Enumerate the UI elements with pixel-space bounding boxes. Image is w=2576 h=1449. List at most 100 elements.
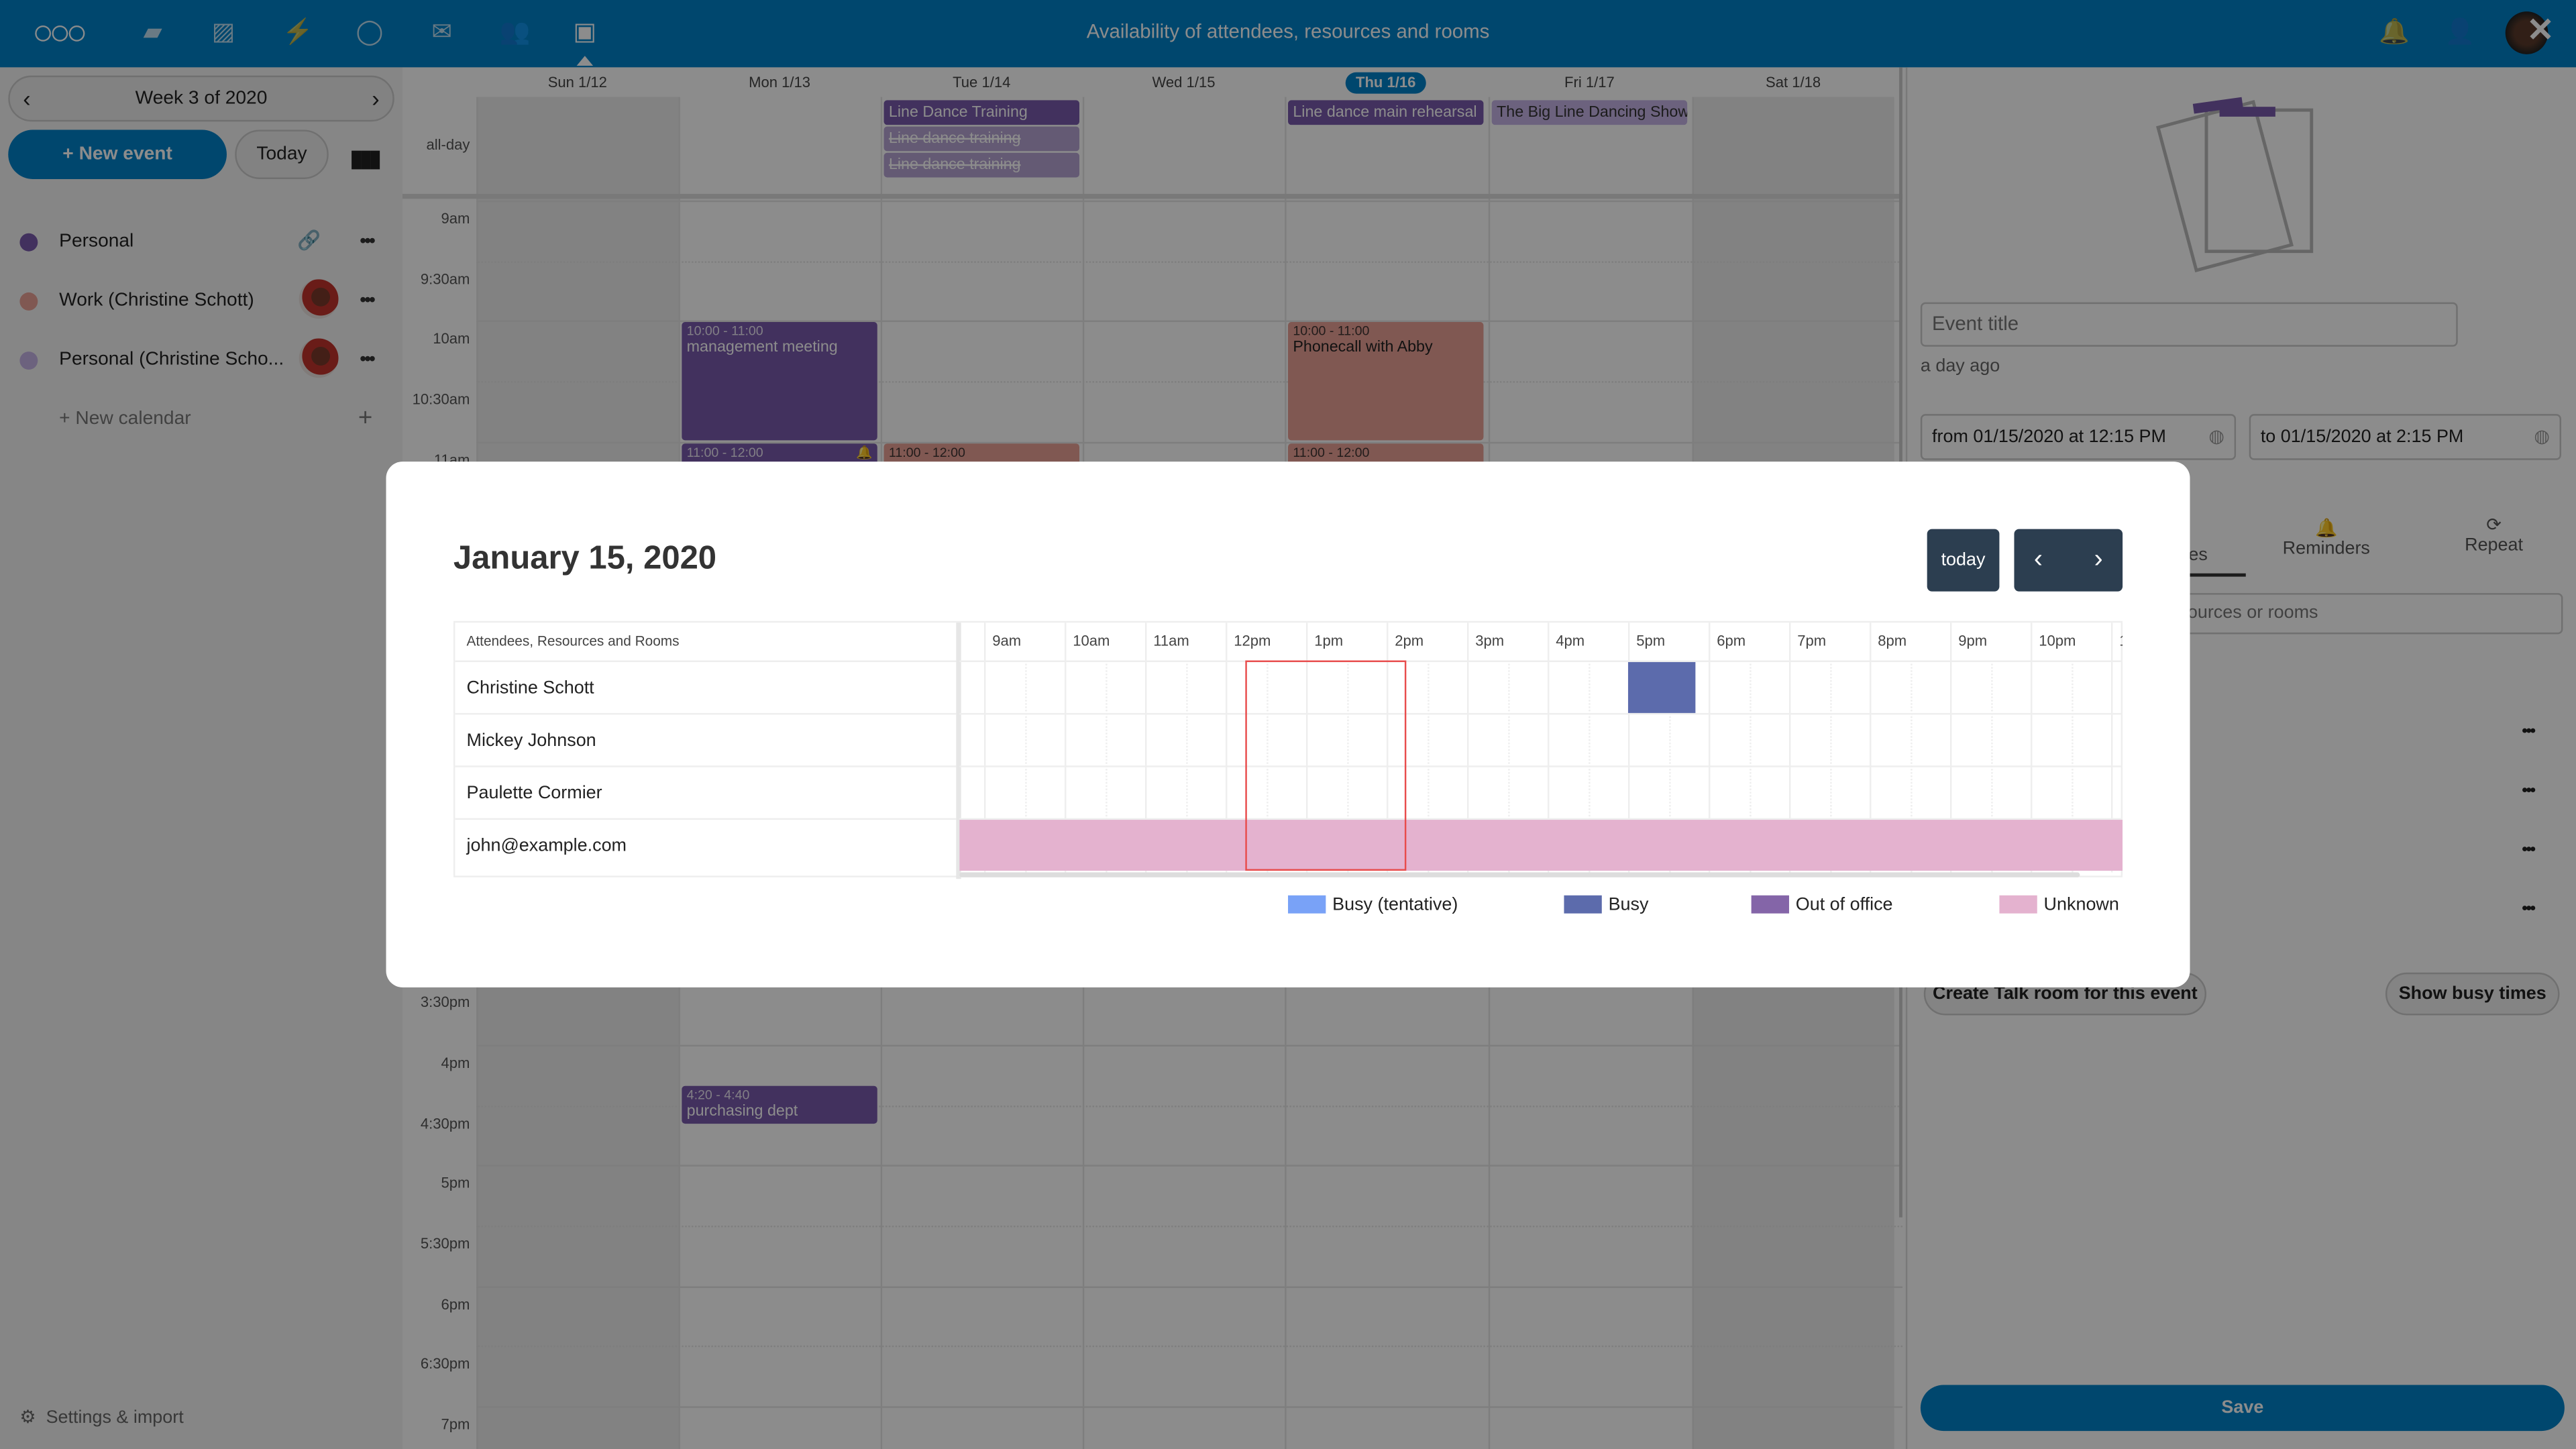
more-icon[interactable]: •••	[360, 290, 375, 311]
time-label: 4pm	[441, 1054, 470, 1071]
view-switch-icon[interactable]: ▮▮▮	[350, 144, 382, 171]
attendee-more-icon[interactable]: •••	[2522, 900, 2536, 918]
event-title: Phonecall with Abby	[1293, 339, 1433, 358]
user-avatar[interactable]	[2505, 11, 2548, 54]
contacts-menu-icon[interactable]: 👤	[2445, 17, 2475, 46]
hour-gridline	[1788, 623, 1791, 873]
time-gridline	[476, 200, 1902, 203]
close-icon[interactable]: ✕	[2526, 13, 2555, 50]
hour-label: 10am	[1073, 632, 1110, 649]
new-event-button[interactable]: + New event	[8, 129, 227, 179]
time-gridline	[476, 321, 1902, 323]
day-header[interactable]: Thu 1/16	[1285, 67, 1487, 97]
attendee-more-icon[interactable]: •••	[2522, 841, 2536, 859]
event-title: purchasing dept	[686, 1102, 798, 1121]
allday-event[interactable]: Line dance training	[883, 152, 1079, 178]
gear-icon: ⚙	[19, 1407, 36, 1428]
time-gridline	[476, 381, 1902, 383]
show-busy-times-button[interactable]: Show busy times	[2385, 972, 2560, 1016]
time-gridline	[476, 260, 1902, 263]
more-icon[interactable]: •••	[360, 350, 375, 370]
today-button[interactable]: today	[1927, 529, 2000, 592]
allday-event[interactable]: Line dance training	[883, 126, 1079, 152]
mail-icon[interactable]: ✉	[431, 17, 453, 46]
allday-event[interactable]: The Big Line Dancing Show	[1491, 100, 1688, 125]
day-header[interactable]: Tue 1/14	[953, 74, 1011, 91]
legend-swatch	[1564, 895, 1602, 914]
time-label: 5pm	[441, 1175, 470, 1191]
calendar-event[interactable]: 10:00 - 11:00 management meeting	[682, 322, 877, 440]
hour-label: 8pm	[1878, 632, 1907, 649]
horizontal-scrollbar[interactable]	[959, 872, 2080, 877]
time-label: 4:30pm	[420, 1114, 470, 1132]
hour-label: 12pm	[1234, 632, 1271, 649]
prev-week-icon[interactable]: ‹	[23, 85, 31, 112]
attendee-more-icon[interactable]: •••	[2522, 782, 2536, 800]
week-label[interactable]: Week 3 of 2020	[135, 89, 268, 109]
legend-swatch	[1288, 895, 1326, 914]
files-icon[interactable]: ▰	[143, 17, 162, 46]
legend-label: Unknown	[2043, 895, 2119, 916]
end-datetime-input[interactable]: to 01/15/2020 at 2:15 PM ◍	[2249, 414, 2561, 460]
notifications-icon[interactable]: 🔔	[2379, 17, 2410, 46]
busy-block	[1627, 661, 1695, 713]
more-icon[interactable]: •••	[360, 231, 375, 252]
legend-label: Out of office	[1795, 895, 1893, 916]
modal-date-title: January 15, 2020	[453, 540, 717, 577]
today-button[interactable]: Today	[235, 129, 329, 179]
time-gridline	[476, 1285, 1902, 1288]
settings-label: Settings & import	[46, 1407, 184, 1428]
calendar-event[interactable]: 10:00 - 11:00 Phonecall with Abby	[1288, 322, 1484, 440]
timezone-globe-icon[interactable]: ◍	[2208, 427, 2224, 447]
attendee-more-icon[interactable]: •••	[2522, 722, 2536, 741]
next-day-button[interactable]: ›	[2094, 545, 2103, 574]
photos-icon[interactable]: ▨	[211, 17, 235, 46]
day-header[interactable]: Mon 1/13	[749, 74, 811, 91]
calendar-item-personal-shared[interactable]: Personal (Christine Scho... •••	[19, 338, 389, 378]
share-link-icon[interactable]: 🔗	[297, 231, 321, 252]
plus-icon[interactable]: +	[358, 404, 373, 433]
calendar-item-personal[interactable]: Personal 🔗 •••	[19, 223, 389, 260]
event-title-input[interactable]: Event title	[1920, 302, 2458, 347]
hour-gridline	[983, 623, 986, 873]
unknown-block	[959, 820, 2123, 871]
time-label: 5:30pm	[420, 1235, 470, 1252]
start-datetime-input[interactable]: from 01/15/2020 at 12:15 PM ◍	[1920, 414, 2237, 460]
tab-reminders[interactable]: 🔔 Reminders	[2261, 517, 2392, 559]
hour-gridline	[1949, 623, 1952, 873]
date-nav: ‹ ›	[2014, 529, 2123, 592]
selected-time-range[interactable]	[1245, 660, 1407, 871]
column-resizer[interactable]	[956, 623, 961, 879]
calendar-icon[interactable]: ▣	[573, 17, 597, 46]
day-header[interactable]: Wed 1/15	[1152, 74, 1216, 91]
timezone-globe-icon[interactable]: ◍	[2534, 427, 2550, 447]
activity-icon[interactable]: ⚡	[282, 17, 313, 46]
next-week-icon[interactable]: ›	[372, 85, 380, 112]
day-header[interactable]: Fri 1/17	[1564, 74, 1615, 91]
hour-label: 9am	[992, 632, 1022, 649]
calendar-event[interactable]: 4:20 - 4:40 purchasing dept	[682, 1086, 877, 1124]
save-button[interactable]: Save	[1920, 1385, 2565, 1432]
tab-repeat[interactable]: ⟳ Repeat	[2428, 515, 2560, 555]
prev-day-button[interactable]: ‹	[2033, 545, 2043, 574]
settings-button[interactable]: ⚙ Settings & import	[19, 1406, 183, 1428]
day-header[interactable]: Sat 1/18	[1766, 74, 1821, 91]
allday-event[interactable]: Line dance main rehearsal	[1288, 100, 1484, 125]
hour-gridline	[1144, 623, 1147, 873]
row-divider	[959, 660, 2123, 662]
new-calendar-button[interactable]: + New calendar +	[19, 401, 389, 437]
hour-gridline	[1305, 623, 1308, 873]
allday-event[interactable]: Line Dance Training	[883, 100, 1079, 125]
talk-icon[interactable]: ◯	[356, 17, 384, 46]
legend-label: Busy	[1608, 895, 1649, 916]
timeline[interactable]: 9am 10am 11am 12pm 1pm 2pm 3pm 4pm 5pm 6pm 7pm 8pm 9…	[959, 623, 2123, 879]
time-gridline	[476, 1225, 1902, 1228]
hour-gridline	[1708, 623, 1711, 873]
bell-icon: 🔔	[2314, 519, 2338, 539]
app-title: Availability of attendees, resources and…	[1086, 19, 1490, 43]
event-time: 10:00 - 11:00	[686, 324, 763, 339]
row-divider	[959, 712, 2123, 715]
contacts-icon[interactable]: 👥	[499, 17, 531, 46]
day-header[interactable]: Sun 1/12	[547, 74, 607, 91]
calendar-item-work[interactable]: Work (Christine Schott) •••	[19, 279, 389, 319]
